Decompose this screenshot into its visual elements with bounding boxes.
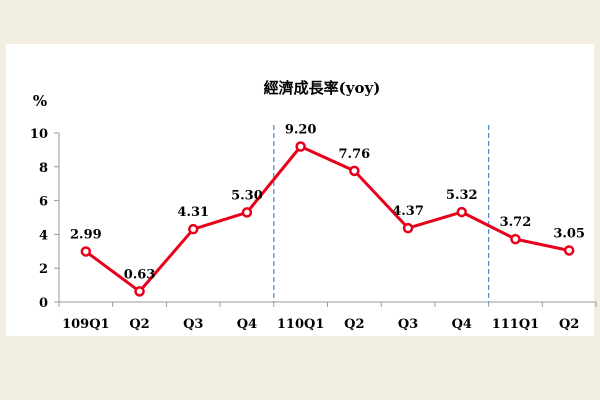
x-tick-label: Q4 bbox=[237, 317, 257, 332]
x-tick-label: 111Q1 bbox=[492, 317, 540, 332]
data-label: 4.37 bbox=[392, 204, 424, 219]
data-point bbox=[456, 206, 467, 218]
y-tick-label: 2 bbox=[39, 262, 48, 277]
data-point bbox=[563, 245, 575, 256]
data-label: 3.05 bbox=[553, 226, 585, 241]
data-label: 9.20 bbox=[285, 123, 317, 138]
x-tick-label: Q3 bbox=[183, 317, 203, 332]
x-tick-label: 110Q1 bbox=[277, 317, 325, 332]
chart-title: 經濟成長率(yoy) bbox=[264, 79, 381, 97]
data-point bbox=[188, 223, 199, 235]
data-point bbox=[80, 246, 92, 257]
y-tick-label: 0 bbox=[39, 296, 48, 311]
data-label: 7.76 bbox=[339, 147, 371, 162]
y-tick-label: 8 bbox=[39, 161, 48, 176]
x-tick-label: Q2 bbox=[344, 317, 364, 332]
data-label: 3.72 bbox=[500, 215, 532, 230]
data-point bbox=[241, 207, 253, 218]
data-label: 2.99 bbox=[70, 227, 102, 242]
data-label: 5.30 bbox=[231, 188, 263, 203]
data-point bbox=[349, 165, 360, 177]
y-tick-label: 10 bbox=[30, 127, 48, 142]
x-tick-label: Q3 bbox=[398, 317, 418, 332]
x-tick-label: Q2 bbox=[129, 317, 149, 332]
data-point bbox=[134, 286, 145, 297]
x-tick-label: Q2 bbox=[559, 317, 579, 332]
axes: 0 2 4 6 8 10 109Q1 Q2 Q3 Q4 110Q1 Q2 Q3 Q4 111Q1 Q2 bbox=[30, 127, 597, 332]
data-label: 0.63 bbox=[124, 267, 156, 282]
data-point bbox=[402, 222, 414, 234]
chart-panel bbox=[6, 44, 594, 336]
x-tick-label: 109Q1 bbox=[62, 317, 110, 332]
y-axis-label: % bbox=[33, 92, 47, 110]
x-tick-label: Q4 bbox=[452, 317, 472, 332]
data-label: 4.31 bbox=[177, 205, 209, 220]
y-tick-label: 4 bbox=[39, 228, 48, 243]
year-dividers bbox=[273, 125, 490, 302]
data-point bbox=[510, 233, 521, 245]
y-tick-label: 6 bbox=[39, 195, 48, 210]
series-path bbox=[84, 145, 570, 293]
data-point bbox=[295, 141, 306, 152]
data-labels: 2.99 0.63 4.31 5.30 9.20 7.76 4.37 5.32 3.72 3.05 bbox=[70, 123, 585, 283]
series-line bbox=[80, 141, 575, 297]
data-label: 5.32 bbox=[446, 188, 478, 203]
